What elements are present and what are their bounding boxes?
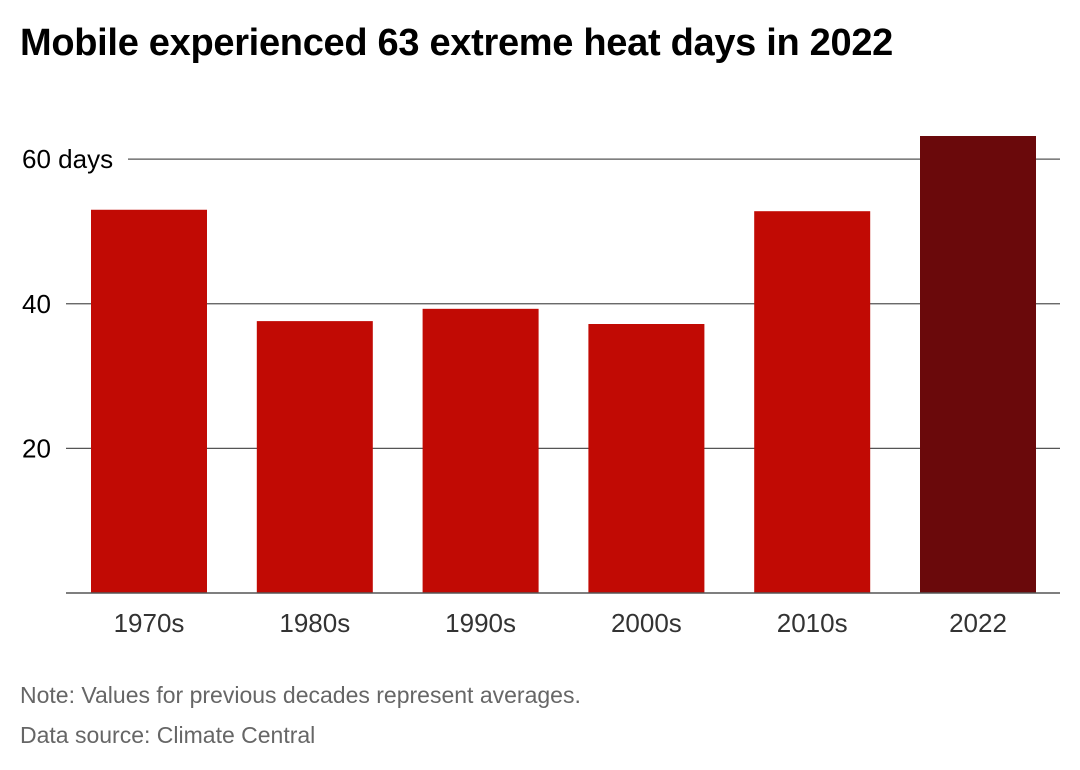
bar-2022 bbox=[920, 136, 1036, 593]
y-tick-label-60: 60 days bbox=[22, 144, 113, 174]
bar-2000s bbox=[588, 324, 705, 593]
y-tick-label-20: 20 bbox=[22, 433, 51, 463]
bars bbox=[91, 136, 1036, 594]
x-tick-label-2022: 2022 bbox=[949, 608, 1007, 638]
x-tick-label-1970s: 1970s bbox=[114, 608, 185, 638]
x-tick-label-1990s: 1990s bbox=[445, 608, 516, 638]
category-labels: 1970s 1980s 1990s 2000s 2010s 2022 bbox=[114, 608, 1007, 638]
chart-title: Mobile experienced 63 extreme heat days … bbox=[20, 22, 894, 64]
data-source: Data source: Climate Central bbox=[20, 722, 316, 748]
bar-2010s bbox=[754, 211, 871, 594]
bar-1980s bbox=[256, 321, 373, 593]
x-tick-label-1980s: 1980s bbox=[279, 608, 350, 638]
y-tick-label-40: 40 bbox=[22, 289, 51, 319]
y-tick-labels: 20 40 60 days bbox=[22, 144, 113, 463]
bar-1970s bbox=[91, 209, 207, 593]
x-tick-label-2000s: 2000s bbox=[611, 608, 682, 638]
chart-note: Note: Values for previous decades repres… bbox=[20, 682, 581, 708]
x-tick-label-2010s: 2010s bbox=[777, 608, 848, 638]
gridlines bbox=[66, 158, 1060, 449]
bar-chart: 20 40 60 days 1970s 1980s 1990s 2000s 2010s 202… bbox=[22, 136, 1060, 638]
bar-1990s bbox=[422, 308, 539, 593]
